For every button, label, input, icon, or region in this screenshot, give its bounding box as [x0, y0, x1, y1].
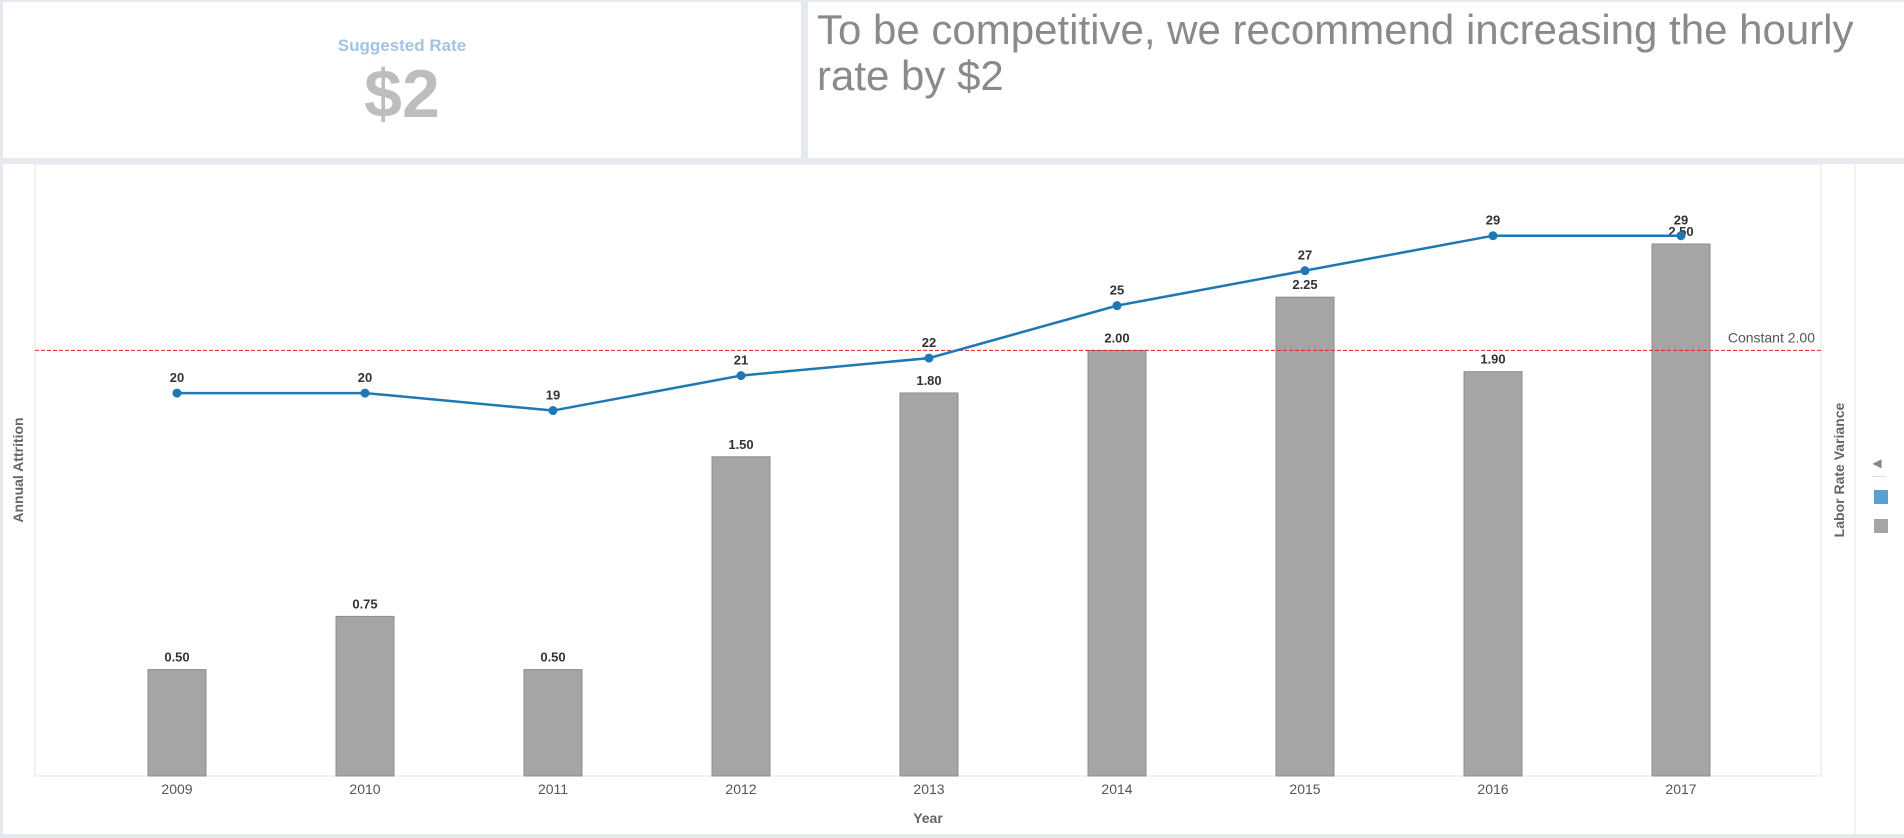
line-point-2009[interactable] [172, 388, 182, 398]
x-tick-2009: 2009 [161, 781, 192, 797]
suggested-rate-value: $2 [364, 56, 440, 132]
x-tick-2016: 2016 [1477, 781, 1508, 797]
bar-2010[interactable] [335, 615, 395, 777]
line-point-2016[interactable] [1488, 231, 1498, 241]
legend-divider [1872, 476, 1886, 477]
x-tick-2012: 2012 [725, 781, 756, 797]
bar-label-2015: 2.25 [1292, 277, 1317, 292]
line-label-2012: 21 [734, 353, 748, 368]
bar-label-2013: 1.80 [916, 373, 941, 388]
bar-label-2016: 1.90 [1480, 352, 1505, 367]
bar-2011[interactable] [523, 669, 583, 777]
bar-label-2011: 0.50 [540, 650, 565, 665]
bar-2016[interactable] [1463, 371, 1523, 777]
bar-2013[interactable] [899, 392, 959, 777]
line-label-2009: 20 [170, 370, 184, 385]
x-tick-2011: 2011 [538, 781, 568, 797]
line-label-2015: 27 [1298, 248, 1312, 263]
x-tick-2015: 2015 [1289, 781, 1320, 797]
x-axis-ticks: 2009 2010 2011 2012 2013 2014 2015 2016 2017 [161, 781, 1696, 797]
bars-group [147, 243, 1711, 777]
line-label-2010: 20 [358, 370, 372, 385]
line-label-2013: 22 [922, 335, 936, 350]
x-tick-2017: 2017 [1665, 781, 1696, 797]
line-label-2017: 29 [1674, 213, 1688, 228]
line-point-2011[interactable] [548, 406, 558, 416]
line-point-2015[interactable] [1300, 266, 1310, 276]
line-label-2011: 19 [546, 388, 560, 403]
line-point-2014[interactable] [1112, 301, 1122, 311]
recommendation-panel: To be competitive, we recommend increasi… [808, 2, 1904, 158]
x-tick-2010: 2010 [349, 781, 380, 797]
bar-2009[interactable] [147, 669, 207, 777]
legend-swatch-bar[interactable] [1874, 519, 1888, 533]
line-label-2016: 29 [1486, 213, 1500, 228]
right-axis-title: Labor Rate Variance [1831, 402, 1847, 537]
bar-label-2012: 1.50 [728, 437, 753, 452]
attrition-chart-panel: 0.500.750.501.501.802.002.251.902.50 Con… [3, 164, 1904, 834]
x-tick-2013: 2013 [913, 781, 944, 797]
reference-line-label: Constant 2.00 [1728, 329, 1815, 345]
bar-label-2009: 0.50 [164, 650, 189, 665]
suggested-rate-panel: Suggested Rate $2 [3, 2, 801, 158]
line-labels-group: 20 20 19 21 22 25 27 29 29 [170, 213, 1688, 403]
suggested-rate-label: Suggested Rate [337, 36, 467, 55]
line-point-2017[interactable] [1676, 231, 1686, 241]
line-point-2012[interactable] [736, 371, 746, 381]
bar-2015[interactable] [1275, 296, 1335, 777]
line-point-2010[interactable] [360, 388, 370, 398]
line-points-group [172, 231, 1686, 416]
left-axis-title: Annual Attrition [10, 417, 26, 522]
bar-label-2014: 2.00 [1104, 330, 1129, 345]
recommendation-text: To be competitive, we recommend increasi… [817, 6, 1854, 99]
line-point-2013[interactable] [924, 353, 934, 363]
bar-2017[interactable] [1651, 243, 1711, 777]
bar-label-2010: 0.75 [352, 596, 377, 611]
combo-chart: 0.500.750.501.501.802.002.251.902.50 Con… [10, 164, 1856, 834]
line-label-2014: 25 [1110, 283, 1124, 298]
x-tick-2014: 2014 [1101, 781, 1132, 797]
legend-swatch-line[interactable] [1874, 490, 1888, 504]
legend-collapse-icon[interactable]: ◀ [1872, 456, 1882, 470]
bar-2014[interactable] [1087, 349, 1147, 777]
bar-2012[interactable] [711, 456, 771, 777]
x-axis-title: Year [913, 810, 943, 826]
